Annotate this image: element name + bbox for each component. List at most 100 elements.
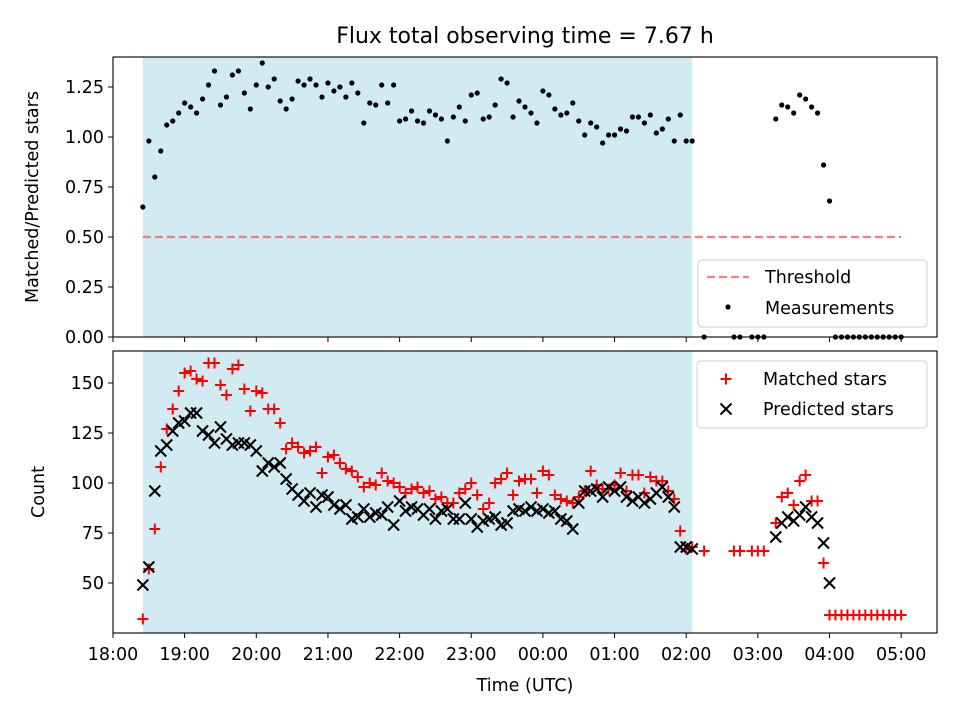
matched-star-point xyxy=(340,463,352,475)
matched-stars-legend-label: Matched stars xyxy=(763,370,887,390)
measurement-point xyxy=(785,104,791,110)
measurement-point xyxy=(665,116,671,122)
predicted-star-point xyxy=(357,502,370,516)
predicted-star-point xyxy=(190,406,203,420)
y-tick-label: 100 xyxy=(71,474,104,494)
matched-star-point xyxy=(143,563,155,575)
measurement-point xyxy=(259,60,265,66)
predicted-star-point xyxy=(560,514,574,528)
matched-star-point xyxy=(674,525,686,537)
measurement-point xyxy=(480,116,486,122)
measurement-point xyxy=(498,76,504,82)
x-axis-label: Time (UTC) xyxy=(476,676,574,696)
matched-star-point xyxy=(137,613,149,625)
y-tick-label: 0.75 xyxy=(65,178,104,198)
predicted-star-point xyxy=(202,428,215,442)
x-tick-label: 18:00 xyxy=(88,645,138,665)
predicted-star-point xyxy=(811,516,824,530)
measurement-point xyxy=(229,72,236,78)
matched-star-point xyxy=(364,477,376,489)
measurement-point xyxy=(671,138,677,144)
matched-star-point xyxy=(638,487,650,499)
predicted-star-point xyxy=(524,500,538,514)
matched-star-point xyxy=(280,443,292,455)
measurement-point xyxy=(140,204,146,210)
matched-star-point xyxy=(197,375,209,387)
measurement-point xyxy=(504,80,510,86)
x-tick-label: 21:00 xyxy=(303,645,353,665)
measurement-point xyxy=(253,82,259,88)
measurement-point xyxy=(468,92,474,98)
matched-star-point xyxy=(191,373,203,385)
measurement-point xyxy=(289,96,295,102)
matched-star-point xyxy=(656,475,668,487)
measurement-point xyxy=(528,110,534,116)
predicted-star-point xyxy=(136,578,150,592)
measurement-point xyxy=(564,110,570,116)
predicted-stars-points xyxy=(136,406,836,592)
measurement-point xyxy=(629,114,636,120)
matched-star-point xyxy=(429,493,441,505)
predicted-star-point xyxy=(214,420,227,434)
measurement-point xyxy=(438,116,445,122)
ratio-plot-frame xyxy=(112,56,938,338)
predicted-star-point xyxy=(566,522,579,536)
matched-star-point xyxy=(346,465,358,477)
measurement-point xyxy=(182,100,188,106)
ratio-panel: 0.00 0.25 0.50 0.75 1.00 1.25 Matched/Predict… xyxy=(23,56,938,348)
measurement-point xyxy=(659,126,665,132)
predicted-star-point xyxy=(327,498,341,512)
predicted-star-point xyxy=(423,502,436,516)
matched-star-point xyxy=(250,385,262,397)
predicted-star-point xyxy=(160,438,173,452)
count-plot-frame xyxy=(112,350,938,634)
predicted-star-point xyxy=(375,508,388,522)
predicted-star-point xyxy=(596,490,609,504)
y-tick-label: 0.25 xyxy=(65,278,104,298)
measurement-point xyxy=(414,118,421,124)
measurement-point xyxy=(510,114,516,120)
predicted-star-point xyxy=(262,456,275,470)
matched-star-point xyxy=(226,363,238,375)
matched-star-point xyxy=(382,475,394,487)
measurement-point xyxy=(546,92,552,98)
y-tick-label: 0.50 xyxy=(65,228,104,248)
measurement-point xyxy=(594,124,600,130)
matched-star-point xyxy=(358,481,370,493)
measurement-point xyxy=(391,82,397,88)
count-legend-box xyxy=(696,360,928,429)
ratio-y-axis-label: Matched/Predicted stars xyxy=(23,91,43,303)
matched-star-point xyxy=(370,479,382,491)
matched-stars-legend-swatch xyxy=(720,373,732,385)
y-tick-label: 125 xyxy=(71,424,104,444)
matched-star-point xyxy=(214,379,226,391)
matched-star-point xyxy=(662,485,674,497)
predicted-star-point xyxy=(572,496,585,510)
predicted-star-point xyxy=(256,464,269,478)
matched-star-point xyxy=(328,449,340,461)
matched-star-point xyxy=(447,497,459,509)
predicted-star-point xyxy=(602,480,615,494)
matched-star-point xyxy=(531,487,543,499)
predicted-star-point xyxy=(500,516,514,530)
matched-star-point xyxy=(292,441,304,453)
predicted-star-point xyxy=(178,414,191,428)
x-tick-label: 00:00 xyxy=(518,645,568,665)
predicted-star-point xyxy=(208,436,221,450)
matched-star-point xyxy=(513,475,525,487)
measurement-point xyxy=(522,104,528,110)
measurement-point xyxy=(158,148,164,154)
predicted-star-point xyxy=(590,482,603,496)
measurement-point xyxy=(462,118,468,124)
matched-star-point xyxy=(621,485,633,497)
x-tick-label: 04:00 xyxy=(804,645,854,665)
predicted-star-point xyxy=(339,498,353,512)
matched-star-point xyxy=(459,483,471,495)
measurement-point xyxy=(486,114,492,120)
matched-star-point xyxy=(423,485,435,497)
measurement-point xyxy=(552,106,558,112)
matched-star-point xyxy=(286,437,298,449)
matched-star-point xyxy=(256,387,268,399)
measurement-point xyxy=(349,80,355,86)
measurement-point xyxy=(456,104,462,110)
